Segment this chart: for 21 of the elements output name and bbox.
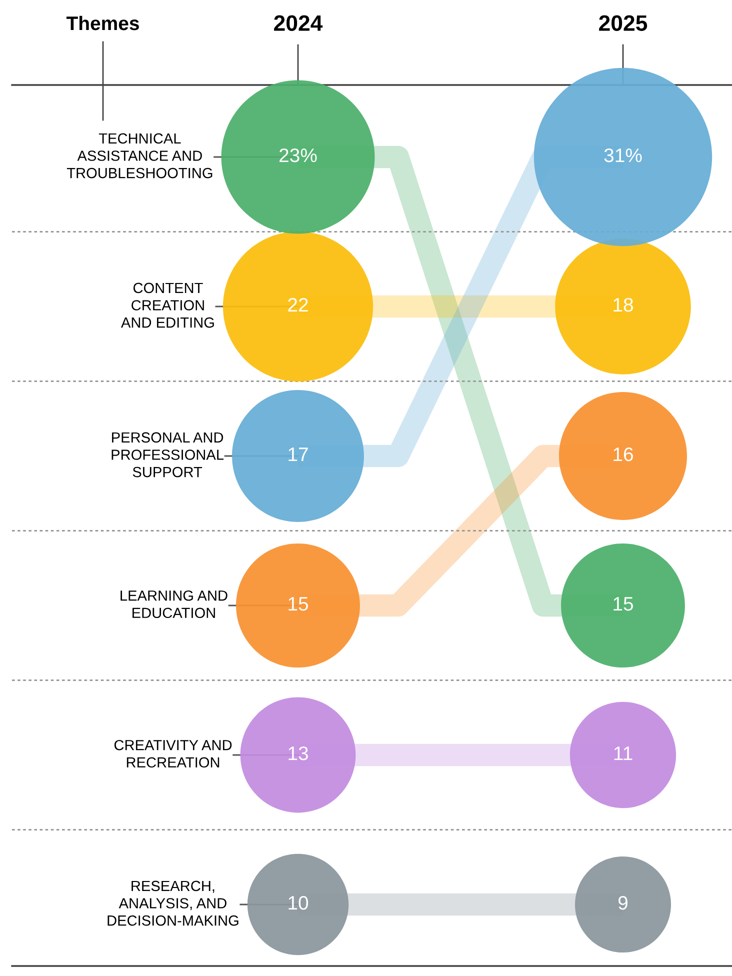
data-label: 11 xyxy=(614,746,632,760)
data-label: 15 xyxy=(614,597,633,611)
category-label: 2025 xyxy=(599,15,648,31)
data-label: 22 xyxy=(288,298,308,312)
category-label: 2024 xyxy=(274,15,323,31)
series-label: RESEARCH, ANALYSIS, AND DECISION-MAKING xyxy=(108,880,238,926)
series-label: PERSONAL AND PROFESSIONAL SUPPORT xyxy=(112,432,224,478)
data-label: 9 xyxy=(618,896,628,910)
series-label: LEARNING AND EDUCATION xyxy=(120,590,228,618)
data-label: 16 xyxy=(614,447,633,462)
text: Themes xyxy=(66,16,139,30)
data-label: 17 xyxy=(288,448,308,462)
data-label: 13 xyxy=(288,746,308,760)
series-label: CREATIVITY AND RECREATION xyxy=(114,740,232,768)
series-label: CONTENT CREATION AND EDITING xyxy=(120,282,214,328)
data-label: 31% xyxy=(604,148,642,162)
data-label: 15 xyxy=(288,597,308,611)
data-label: 23% xyxy=(280,148,317,162)
series-label: TECHNICAL ASSISTANCE AND TROUBLESHOOTING xyxy=(66,133,212,178)
data-label: 18 xyxy=(614,298,633,312)
data-label: 10 xyxy=(288,896,308,910)
